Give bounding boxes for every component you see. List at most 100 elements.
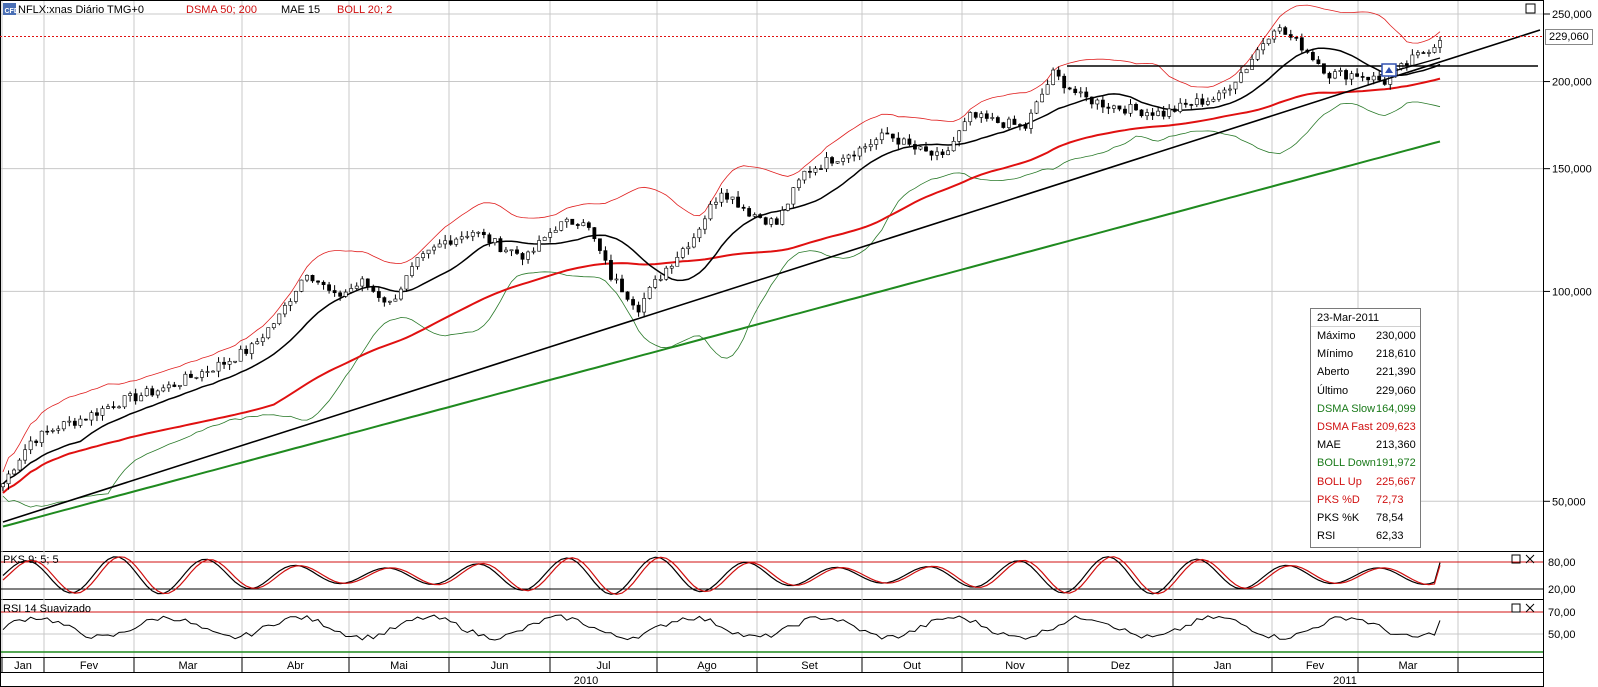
candle-body — [1366, 76, 1371, 81]
candle-body — [598, 238, 602, 251]
y-tick-label: 50,000 — [1552, 496, 1586, 508]
candle-body — [1344, 70, 1348, 80]
candle-body — [1250, 58, 1254, 70]
info-row: Mínimo 218,610 — [1317, 348, 1416, 361]
candle-body — [780, 210, 785, 225]
candle-body — [620, 278, 624, 293]
candle-body — [515, 249, 519, 254]
candle-body — [266, 327, 271, 339]
candle-body — [802, 170, 807, 181]
rsi-panel-label[interactable]: RSI 14 Suavizado — [3, 603, 91, 615]
candle-body — [929, 150, 934, 156]
candle-body — [962, 121, 967, 132]
mae-indicator-label[interactable]: MAE 15 — [281, 4, 320, 16]
candle-body — [1410, 54, 1415, 66]
maximize-rsi-icon[interactable] — [1511, 603, 1521, 613]
candle-body — [233, 360, 238, 363]
candle-body — [1161, 110, 1166, 117]
svg-text:CFD: CFD — [5, 8, 19, 15]
candle-body — [819, 168, 823, 170]
candle-body — [725, 192, 729, 200]
candle-body — [1001, 122, 1006, 128]
candle-body — [714, 201, 718, 205]
candle-body — [84, 418, 88, 421]
candle-body — [1084, 91, 1089, 98]
candle-body — [354, 285, 359, 289]
candle-body — [437, 243, 442, 248]
candle-body — [1316, 59, 1321, 64]
candle-body — [487, 234, 492, 244]
info-row: PKS %K 78,54 — [1317, 511, 1404, 524]
info-row: Último 229,060 — [1317, 384, 1416, 397]
maximize-main-icon[interactable] — [1525, 3, 1536, 14]
candle-body — [1261, 43, 1266, 51]
candle-body — [979, 113, 984, 118]
info-row: BOLL Down 191,972 — [1317, 457, 1416, 470]
candle-body — [719, 192, 724, 203]
candle-body — [808, 170, 812, 173]
candle-body — [238, 348, 243, 362]
candle-body — [614, 278, 619, 281]
candle-body — [1233, 81, 1238, 90]
maximize-pks-icon[interactable] — [1511, 554, 1521, 564]
candle-body — [1327, 72, 1332, 79]
candle-body — [852, 154, 857, 157]
candle-body — [294, 291, 298, 302]
candle-body — [1322, 63, 1326, 74]
candle-body — [686, 246, 691, 250]
x-tick-label: Jul — [596, 660, 610, 672]
candle-body — [835, 161, 840, 164]
symbol-label[interactable]: NFLX:xnas Diário TMG+0 — [18, 4, 144, 16]
info-date: 23-Mar-2011 — [1311, 309, 1420, 327]
candle-body — [592, 227, 597, 240]
pks-panel-label[interactable]: PKS 9; 5; 5 — [3, 554, 59, 566]
candle-body — [305, 275, 309, 281]
candle-body — [1172, 108, 1177, 112]
close-rsi-icon[interactable] — [1525, 603, 1535, 613]
candle-body — [1371, 75, 1376, 81]
candle-body — [1217, 92, 1221, 100]
candle-body — [879, 132, 884, 141]
info-row: Máximo 230,000 — [1317, 330, 1416, 343]
dsma-indicator-label[interactable]: DSMA 50; 200 — [186, 4, 257, 16]
candle-body — [1299, 37, 1304, 51]
pks-d-line — [2, 556, 1441, 596]
candle-body — [277, 313, 282, 324]
candle-body — [968, 112, 973, 123]
candle-body — [1355, 73, 1359, 77]
candle-body — [1244, 69, 1249, 74]
candle-body — [222, 361, 226, 365]
x-year-label: 2011 — [1333, 675, 1357, 687]
candle-body — [990, 117, 995, 119]
candle-body — [1283, 27, 1288, 35]
candle-body — [520, 253, 525, 260]
candle-body — [691, 237, 696, 248]
info-row: Aberto 221,390 — [1317, 366, 1416, 379]
candle-body — [581, 222, 586, 226]
candle-body — [166, 384, 171, 389]
candle-body — [995, 117, 1000, 123]
candle-body — [161, 387, 166, 392]
x-tick-label: Nov — [1005, 660, 1025, 672]
candle-body — [570, 218, 575, 225]
annotations — [0, 29, 1543, 523]
candle-body — [454, 238, 459, 245]
x-tick-label: Jun — [491, 660, 509, 672]
candle-body — [498, 238, 503, 253]
candle-body — [548, 232, 553, 238]
candle-body — [1145, 112, 1149, 117]
candle-body — [492, 238, 497, 244]
candle-body — [703, 218, 707, 230]
candle-body — [658, 278, 663, 281]
boll-down-line — [2, 101, 1441, 508]
candle-body — [1156, 110, 1161, 116]
boll-indicator-label[interactable]: BOLL 20; 2 — [337, 4, 392, 16]
candle-body — [365, 278, 370, 288]
pks-level-label: 80,00 — [1548, 557, 1576, 569]
candle-body — [791, 187, 796, 205]
close-pks-icon[interactable] — [1525, 554, 1535, 564]
candle-body — [890, 133, 895, 139]
candle-body — [432, 246, 437, 251]
candle-body — [470, 232, 475, 237]
candle-body — [6, 473, 11, 485]
